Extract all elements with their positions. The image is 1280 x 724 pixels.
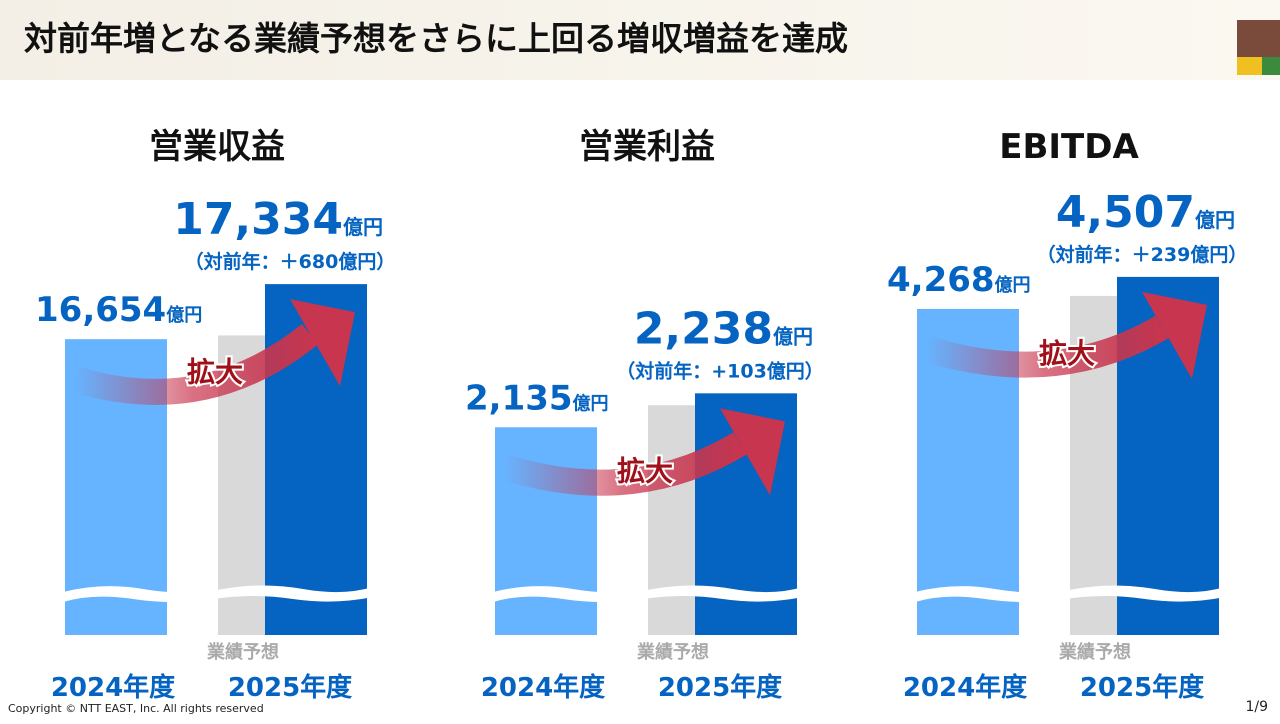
- x-tick-label: 2025年度: [228, 672, 352, 703]
- value-label-group: 4,507億円: [1056, 187, 1235, 238]
- unit-label: 億円: [343, 215, 383, 239]
- x-tick-label: 2025年度: [658, 672, 782, 703]
- unit-label: 億円: [773, 324, 813, 348]
- x-tick-label: 2024年度: [903, 672, 1027, 703]
- forecast-label: 業績予想: [1058, 641, 1131, 663]
- value-label: 4,268: [887, 260, 995, 300]
- change-label: （対前年：＋239億円）: [1037, 243, 1248, 266]
- annotation: 拡大: [1039, 337, 1095, 370]
- page-number: 1/9: [1245, 699, 1268, 715]
- value-label-group: 17,334億円: [173, 194, 383, 245]
- axis-break: [915, 585, 1225, 602]
- forecast-label: 業績予想: [206, 641, 279, 663]
- chart-title: 営業収益: [149, 127, 285, 167]
- growth-arrow: [501, 432, 747, 496]
- value-label: 2,238: [634, 303, 773, 354]
- value-label: 2,135: [465, 378, 573, 418]
- growth-arrow: [71, 323, 319, 405]
- unit-label: 億円: [1195, 208, 1235, 232]
- chart-title: EBITDA: [999, 127, 1139, 167]
- unit-label: 億円: [995, 274, 1031, 296]
- forecast-label: 業績予想: [636, 641, 709, 663]
- axis-break: [63, 585, 373, 602]
- arrow-head: [290, 299, 355, 387]
- x-tick-label: 2024年度: [51, 672, 175, 703]
- value-label: 4,507: [1056, 187, 1195, 238]
- x-tick-label: 2025年度: [1080, 672, 1204, 703]
- axis-break: [493, 585, 803, 602]
- growth-arrow: [923, 315, 1169, 378]
- copyright: Copyright © NTT EAST, Inc. All rights re…: [8, 702, 264, 715]
- value-label-group: 16,654億円: [35, 290, 202, 330]
- unit-label: 億円: [166, 304, 202, 326]
- x-tick-label: 2024年度: [481, 672, 605, 703]
- change-label: （対前年：+103億円）: [616, 359, 824, 382]
- value-label-group: 2,135億円: [465, 378, 609, 418]
- arrow-head: [1142, 291, 1207, 379]
- arrow-head: [720, 408, 785, 496]
- value-label: 16,654: [35, 290, 166, 330]
- change-label: （対前年：＋680億円）: [185, 250, 396, 273]
- forecast-bar: [648, 405, 698, 635]
- annotation: 拡大: [187, 356, 243, 389]
- decor: [1262, 57, 1280, 75]
- decor: [1237, 20, 1280, 57]
- value-label: 17,334: [173, 194, 343, 245]
- unit-label: 億円: [573, 392, 609, 414]
- chart-title: 営業利益: [579, 127, 715, 167]
- value-label-group: 4,268億円: [887, 260, 1031, 300]
- slide-title: 対前年増となる業績予想をさらに上回る増収増益を達成: [24, 19, 848, 58]
- annotation: 拡大: [617, 454, 673, 487]
- value-label-group: 2,238億円: [634, 303, 813, 354]
- header-band: [0, 0, 1280, 80]
